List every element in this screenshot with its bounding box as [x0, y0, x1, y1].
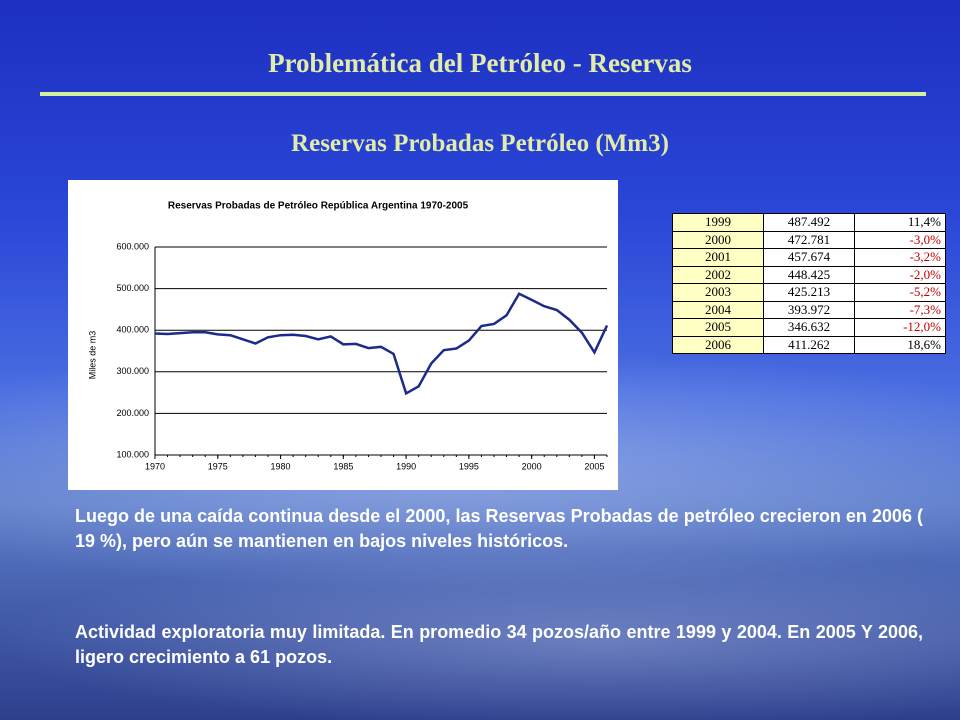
y-tick-label: 500.000: [116, 283, 149, 293]
table-cell: -12,0%: [854, 318, 946, 337]
chart: Reservas Probadas de Petróleo República …: [68, 180, 618, 490]
y-tick-label: 300.000: [116, 366, 149, 376]
table-cell: -3,2%: [854, 248, 946, 267]
title-rule: [40, 92, 926, 96]
y-tick-label: 600.000: [116, 241, 149, 251]
y-tick-label: 400.000: [116, 325, 149, 335]
chart-title: Reservas Probadas de Petróleo República …: [168, 201, 469, 212]
y-axis-label: Miles de m3: [87, 331, 97, 380]
x-tick-label: 1995: [459, 461, 479, 471]
series-line: [154, 292, 609, 396]
table-cell: 411.262: [763, 335, 855, 354]
table-row: 2002 448.425 -2,0%: [672, 265, 946, 284]
x-tick-label: 1985: [333, 461, 353, 471]
x-tick-label: 1980: [271, 461, 291, 471]
table-cell: 1999: [672, 213, 764, 232]
table-row: 2005 346.632 -12,0%: [672, 318, 946, 337]
table-cell: 18,6%: [854, 335, 946, 354]
x-tick-label: 1990: [396, 461, 416, 471]
table-cell: 346.632: [763, 318, 855, 337]
table-cell: 2003: [672, 283, 764, 302]
data-table: 1999 487.492 11,4% 2000 472.781 -3,0% 2001 457.…: [672, 213, 946, 354]
table-cell: 11,4%: [854, 213, 946, 232]
table-row: 2004 393.972 -7,3%: [672, 300, 946, 319]
table-cell: 2005: [672, 318, 764, 337]
table-cell: 487.492: [763, 213, 855, 232]
y-tick-label: 100.000: [116, 449, 149, 459]
table-row: 2003 425.213 -5,2%: [672, 283, 946, 302]
table-cell: 2004: [672, 300, 764, 319]
table-cell: -7,3%: [854, 300, 946, 319]
table-cell: 393.972: [763, 300, 855, 319]
table-cell: 2006: [672, 335, 764, 354]
y-tick-label: 200.000: [116, 408, 149, 418]
table-cell: 2001: [672, 248, 764, 267]
subtitle: Reservas Probadas Petróleo (Mm3): [291, 130, 669, 157]
table-cell: 457.674: [763, 248, 855, 267]
table-cell: 425.213: [763, 283, 855, 302]
table-cell: 472.781: [763, 230, 855, 249]
title: Problemática del Petróleo - Reservas: [268, 48, 692, 78]
table-cell: 2002: [672, 265, 764, 284]
table-row: 2006 411.262 18,6%: [672, 335, 946, 354]
table-cell: -5,2%: [854, 283, 946, 302]
table-row: 1999 487.492 11,4%: [672, 213, 946, 232]
table-cell: -3,0%: [854, 230, 946, 249]
table-row: 2001 457.674 -3,2%: [672, 248, 946, 267]
x-tick-label: 1975: [208, 461, 228, 471]
table-cell: 448.425: [763, 265, 855, 284]
table-cell: -2,0%: [854, 265, 946, 284]
x-tick-label: 2005: [584, 461, 604, 471]
paragraph: Actividad exploratoria muy limitada. En …: [75, 622, 923, 667]
x-tick-label: 2000: [522, 461, 542, 471]
table-cell: 2000: [672, 230, 764, 249]
paragraph: Luego de una caída continua desde el 200…: [75, 506, 923, 551]
x-tick-label: 1970: [145, 461, 165, 471]
table-row: 2000 472.781 -3,0%: [672, 230, 946, 249]
